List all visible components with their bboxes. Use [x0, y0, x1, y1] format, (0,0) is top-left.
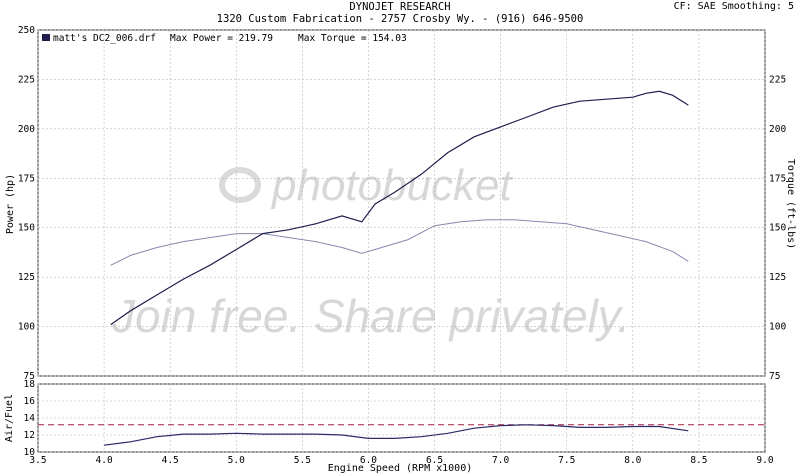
afr-line: [104, 424, 689, 446]
x-tick-label: 4.0: [96, 455, 113, 466]
torque-axis-ticks: 75 100 125 150 175 200 225: [769, 74, 786, 382]
torque-tick-label: 75: [769, 371, 780, 382]
afr-tick-label: 10: [24, 447, 36, 458]
x-tick-label: 4.5: [162, 455, 179, 466]
x-tick-label: 6.0: [360, 455, 377, 466]
chart-subtitle: 1320 Custom Fabrication - 2757 Crosby Wy…: [216, 13, 584, 25]
afr-panel-grid: [37, 383, 766, 453]
power-tick-label: 125: [18, 272, 35, 283]
watermark: photobucket Join free. Share privately.: [111, 161, 630, 342]
x-tick-label: 6.5: [426, 455, 443, 466]
watermark-brand: photobucket: [270, 161, 514, 210]
afr-tick-label: 12: [24, 430, 35, 441]
power-tick-label: 200: [18, 124, 35, 135]
correction-info: CF: SAE Smoothing: 5: [673, 1, 794, 12]
torque-tick-label: 100: [769, 322, 786, 333]
rpm-axis-ticks: 3.5 4.0 4.5 5.0 5.5 6.0 6.5 7.0 7.5 8.0 8.5 9.0: [29, 455, 773, 466]
power-tick-label: 175: [18, 173, 35, 184]
legend-max-power: Max Power = 219.79: [170, 33, 273, 44]
legend-max-torque: Max Torque = 154.03: [298, 33, 407, 44]
torque-line: [110, 219, 689, 266]
power-tick-label: 250: [18, 25, 35, 36]
power-tick-label: 225: [18, 74, 35, 85]
torque-tick-label: 175: [769, 173, 786, 184]
x-tick-label: 7.0: [492, 455, 509, 466]
torque-axis-label: Torque (ft-lbs): [785, 159, 796, 249]
power-panel-grid: [37, 29, 766, 377]
afr-axis-ticks: 10 12 14 16 18: [24, 379, 36, 458]
x-tick-label: 8.0: [624, 455, 641, 466]
power-line: [110, 90, 689, 326]
torque-tick-label: 125: [769, 272, 786, 283]
power-tick-label: 150: [18, 223, 35, 234]
power-axis-label: Power (hp): [5, 174, 16, 234]
x-tick-label: 9.0: [756, 455, 773, 466]
power-tick-label: 75: [24, 371, 35, 382]
torque-tick-label: 200: [769, 124, 786, 135]
x-tick-label: 3.5: [29, 455, 46, 466]
power-tick-label: 100: [18, 322, 35, 333]
afr-tick-label: 18: [24, 379, 36, 390]
legend-run-name: matt's DC2_006.drf: [53, 33, 156, 44]
x-tick-label: 7.5: [558, 455, 575, 466]
x-tick-label: 5.5: [294, 455, 311, 466]
x-tick-label: 8.5: [690, 455, 707, 466]
chart-title: DYNOJET RESEARCH: [349, 1, 451, 13]
x-tick-label: 5.0: [228, 455, 245, 466]
legend: matt's DC2_006.drf Max Power = 219.79 Ma…: [42, 33, 407, 44]
power-axis-ticks: 75 100 125 150 175 200 225 250: [18, 25, 35, 382]
afr-tick-label: 16: [24, 396, 36, 407]
afr-axis-label: Air/Fuel: [4, 394, 15, 442]
watermark-slogan: Join free. Share privately.: [111, 290, 630, 342]
camera-icon: [219, 167, 261, 203]
rpm-axis-label: Engine Speed (RPM x1000): [328, 463, 473, 474]
afr-tick-label: 14: [24, 413, 36, 424]
torque-tick-label: 150: [769, 223, 786, 234]
torque-tick-label: 225: [769, 74, 786, 85]
legend-swatch: [42, 34, 50, 41]
